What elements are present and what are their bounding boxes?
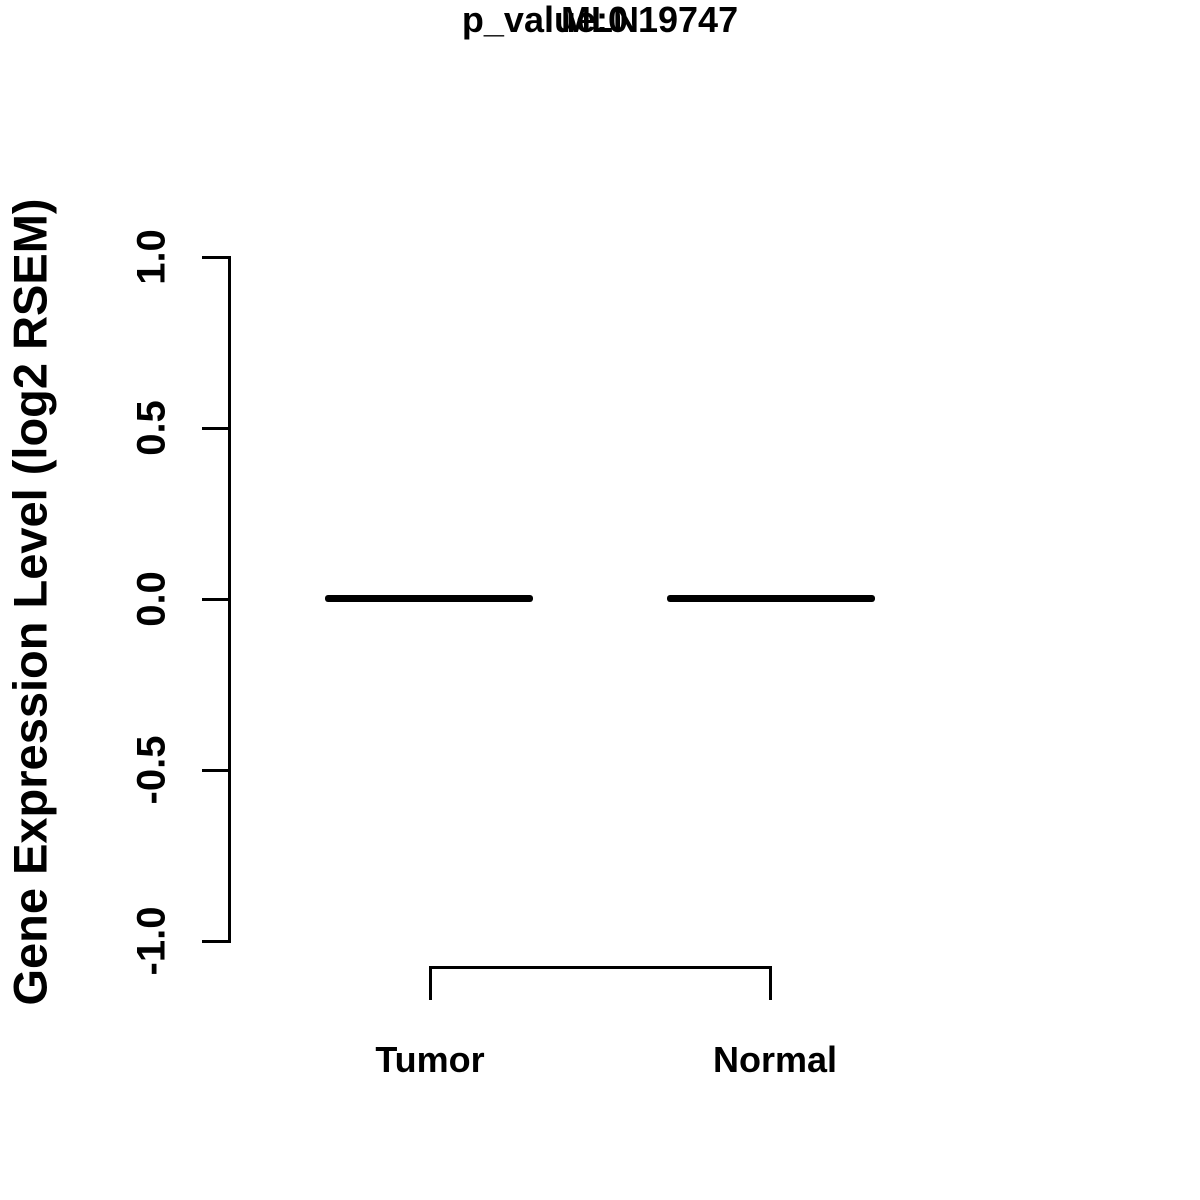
- y-tick-label: 1.0: [129, 229, 174, 285]
- y-tick-label: -0.5: [129, 735, 174, 805]
- y-tick-mark: [202, 940, 230, 943]
- median-line-normal: [667, 595, 875, 602]
- y-tick-mark: [202, 598, 230, 601]
- y-tick-mark: [202, 769, 230, 772]
- p-value-subtitle: p_value:0.19747: [461, 0, 739, 40]
- y-tick-label: 0.5: [129, 400, 174, 456]
- y-tick-mark: [202, 256, 230, 259]
- y-tick-label: -1.0: [129, 906, 174, 976]
- comparison-bracket-bar: [429, 966, 772, 969]
- y-tick-label: 0.0: [129, 571, 174, 627]
- y-tick-mark: [202, 427, 230, 430]
- y-axis-label: Gene Expression Level (log2 RSEM): [3, 198, 57, 1006]
- median-line-tumor: [325, 595, 533, 602]
- chart-title: MLN: [561, 0, 639, 40]
- x-label-tumor: Tumor: [375, 1039, 485, 1080]
- comparison-bracket-right-leg: [769, 966, 772, 1000]
- x-label-normal: Normal: [712, 1039, 838, 1080]
- comparison-bracket-left-leg: [429, 966, 432, 1000]
